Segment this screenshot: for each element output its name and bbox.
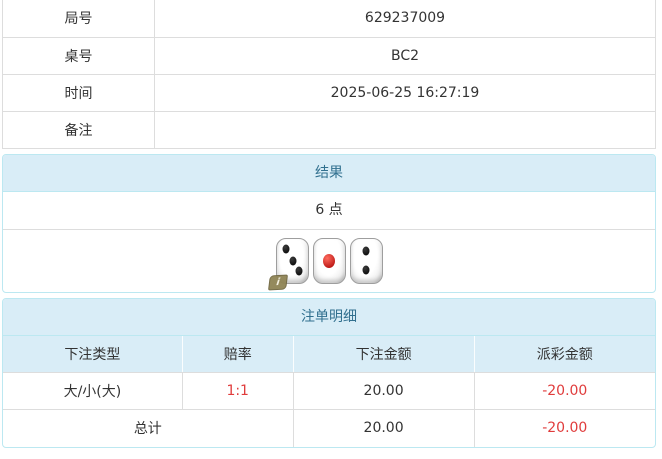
total-row: 总计 20.00 -20.00 xyxy=(3,409,655,447)
game-id-label: 局号 xyxy=(2,0,155,38)
time-value: 2025-06-25 16:27:19 xyxy=(154,73,656,112)
die-pip xyxy=(295,266,302,276)
odds-value: 1:1 xyxy=(182,372,294,410)
bet-row: 大/小(大) 1:1 20.00 -20.00 xyxy=(3,372,655,410)
die-pip xyxy=(289,256,297,265)
dice-row: i xyxy=(3,230,655,292)
game-id-value: 629237009 xyxy=(154,0,656,38)
info-badge-icon[interactable]: i xyxy=(267,274,288,290)
bet-type-column-header: 下注类型 xyxy=(3,335,183,373)
bet-table-header-row: 下注类型 赔率 下注金额 派彩金额 xyxy=(3,335,655,373)
remark-label: 备注 xyxy=(2,110,155,149)
die-3-icon xyxy=(349,237,383,284)
table-number-label: 桌号 xyxy=(2,36,155,75)
total-bet-amount: 20.00 xyxy=(293,409,475,447)
total-payout: -20.00 xyxy=(542,420,588,437)
payout-value: -20.00 xyxy=(474,372,655,410)
bet-detail-table: 下注类型 赔率 下注金额 派彩金额 大/小(大) 1:1 20.00 -20.0… xyxy=(3,335,655,447)
table-row: 局号 629237009 xyxy=(2,0,656,38)
die-pip xyxy=(362,265,370,275)
die-1-icon: i xyxy=(267,237,309,290)
bet-type-value: 大/小(大) xyxy=(3,372,183,410)
bet-detail-panel-title: 注单明细 xyxy=(3,298,655,336)
time-label: 时间 xyxy=(2,73,155,112)
bet-amount-column-header: 下注金额 xyxy=(293,335,475,373)
die-pip xyxy=(282,244,290,254)
total-label: 总计 xyxy=(3,409,294,447)
bet-amount-value: 20.00 xyxy=(293,372,475,410)
result-points: 6 点 xyxy=(3,192,655,230)
table-row: 备注 xyxy=(2,110,656,149)
result-panel-title: 结果 xyxy=(3,154,655,192)
result-panel: 结果 6 点 i xyxy=(2,153,656,293)
table-number-value: BC2 xyxy=(154,36,656,75)
remark-value xyxy=(154,110,656,149)
odds-column-header: 赔率 xyxy=(182,335,294,373)
table-row: 时间 2025-06-25 16:27:19 xyxy=(2,73,656,112)
die-2-icon xyxy=(312,237,346,284)
bet-detail-panel: 注单明细 下注类型 赔率 下注金额 派彩金额 大/小(大) 1:1 20.00 … xyxy=(2,297,656,448)
die-pip xyxy=(323,254,335,269)
die-pip xyxy=(362,246,370,256)
table-row: 桌号 BC2 xyxy=(2,36,656,75)
game-info-table: 局号 629237009 桌号 BC2 时间 2025-06-25 16:27:… xyxy=(2,0,656,149)
payout-column-header: 派彩金额 xyxy=(474,335,655,373)
